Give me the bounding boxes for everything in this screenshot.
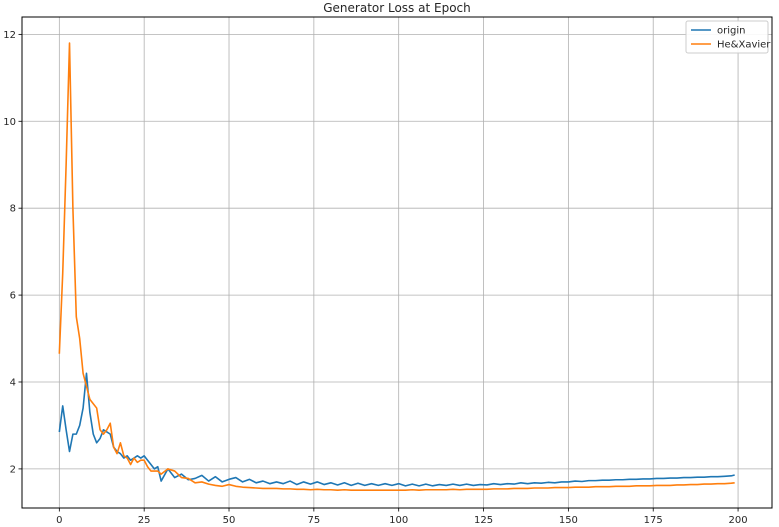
- x-tick-label: 150: [559, 515, 578, 526]
- x-tick-label: 75: [307, 515, 320, 526]
- y-tick-label: 8: [10, 204, 16, 215]
- legend: origin He&Xavier: [685, 20, 771, 54]
- series-line-hexavier: [58, 42, 735, 491]
- x-axis: 0 25 50 75 100 125 150 175 200: [56, 508, 748, 526]
- chart-title: Generator Loss at Epoch: [323, 1, 471, 15]
- y-tick-label: 4: [10, 377, 16, 388]
- legend-label-origin: origin: [717, 26, 745, 37]
- y-tick-label: 2: [10, 464, 16, 475]
- x-tick-label: 100: [389, 515, 408, 526]
- x-tick-label: 25: [138, 515, 151, 526]
- grid-lines: [22, 17, 772, 508]
- series-layer: [58, 42, 735, 491]
- y-axis: 2 4 6 8 10 12: [3, 30, 22, 475]
- x-tick-label: 200: [729, 515, 748, 526]
- x-tick-label: 0: [56, 515, 62, 526]
- x-tick-label: 125: [474, 515, 493, 526]
- x-tick-label: 50: [223, 515, 236, 526]
- legend-label-hexavier: He&Xavier: [717, 40, 771, 51]
- y-tick-label: 10: [3, 117, 16, 128]
- legend-box: [685, 20, 769, 54]
- y-tick-label: 6: [10, 291, 16, 302]
- x-tick-label: 175: [644, 515, 663, 526]
- series-line-origin: [58, 372, 735, 487]
- plot-frame: [21, 16, 773, 509]
- y-tick-label: 12: [3, 30, 16, 41]
